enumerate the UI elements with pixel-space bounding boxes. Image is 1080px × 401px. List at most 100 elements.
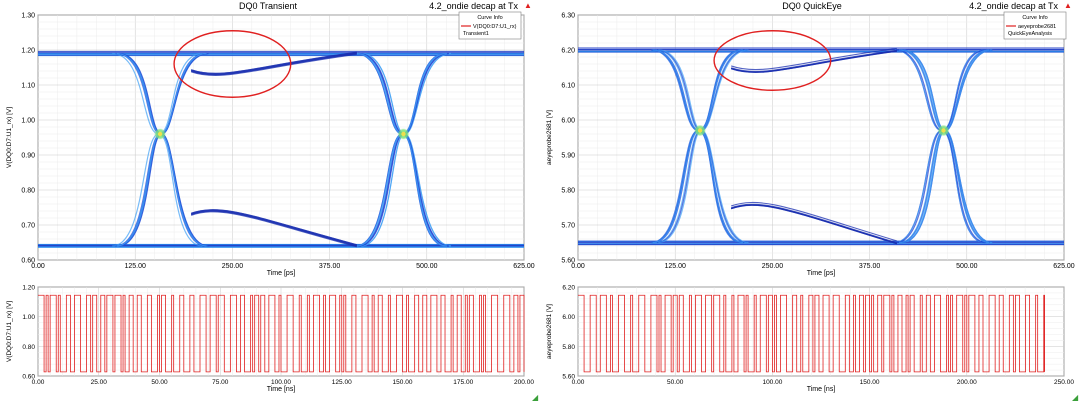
chart-title-quickeye: DQ0 QuickEye: [782, 1, 842, 11]
waveform-quickeye: 0.00 50.00 100.00 150.00 200.00 250.00 5.60 5.8…: [546, 285, 1074, 394]
x-tick-label: 250.00: [222, 263, 244, 270]
x-tick-label: 150.00: [860, 379, 880, 386]
x-tick-label: 25.00: [91, 379, 108, 386]
highlight-ellipse: [713, 30, 832, 91]
y-tick-label: 1.20: [21, 48, 35, 55]
x-axis-label: Time [ns]: [807, 386, 836, 393]
y-tick-label: 1.10: [21, 83, 35, 90]
x-tick-label: 200.00: [957, 379, 977, 386]
x-tick-label: 100.00: [271, 379, 291, 386]
x-axis-label: Time [ns]: [267, 386, 296, 393]
eye-crossing-core: [401, 131, 406, 137]
close-icon-quickeye[interactable]: ▲: [1064, 1, 1072, 10]
close-icon-transient[interactable]: ▲: [524, 1, 532, 10]
eye-diagram-transient: 0.00 125.00 250.00 375.00 500.00 625.00 0.60 0.…: [6, 13, 535, 278]
waveform-series: [38, 294, 525, 373]
eye-isi-lower: [731, 204, 897, 245]
x-tick-label: 625.00: [1053, 263, 1075, 270]
y-tick-label: 1.20: [22, 285, 35, 292]
resize-grip-icon[interactable]: ◢: [1072, 393, 1079, 401]
y-axis-label: V(DQ0:D7:U1_rx) [V]: [6, 301, 13, 362]
legend-quickeye[interactable]: Curve Info aeyeprobe2681 QuickEyeAnalysi…: [1003, 11, 1067, 40]
x-tick-label: 50.00: [151, 379, 168, 386]
eye-crossing-core: [697, 128, 703, 133]
y-tick-label: 5.80: [561, 188, 575, 195]
chart-title-transient: DQ0 Transient: [239, 1, 298, 11]
x-tick-label: 0.00: [572, 379, 585, 386]
waveform-transient: 0.00 25.00 50.00 75.00 100.00 125.00 150.00 175…: [6, 285, 534, 394]
x-axis-label: Time [ps]: [807, 270, 836, 277]
y-tick-label: 1.00: [21, 118, 35, 125]
x-tick-label: 375.00: [319, 263, 341, 270]
x-tick-label: 175.00: [453, 379, 473, 386]
y-axis-label: V(DQ0:D7:U1_rx) [V]: [6, 107, 13, 168]
y-tick-label: 6.00: [562, 314, 575, 321]
x-tick-label: 100.00: [762, 379, 782, 386]
x-tick-label: 625.00: [513, 263, 535, 270]
x-tick-label: 500.00: [416, 263, 438, 270]
x-tick-label: 50.00: [667, 379, 684, 386]
y-tick-label: 0.70: [21, 223, 35, 230]
x-tick-label: 125.00: [332, 379, 352, 386]
waveform-series: [578, 294, 1045, 373]
eye-isi-lower: [191, 210, 357, 247]
y-tick-label: 5.60: [561, 258, 575, 265]
y-tick-label: 0.60: [22, 374, 35, 381]
chart-subtitle-transient: 4.2_ondie decap at Tx: [429, 1, 518, 11]
y-tick-label: 0.90: [21, 153, 35, 160]
legend-header: Curve Info: [477, 15, 502, 21]
y-tick-label: 5.80: [562, 344, 575, 351]
y-tick-label: 5.70: [561, 223, 575, 230]
eye-traces: [578, 47, 1064, 246]
eye-crossing-core: [157, 131, 163, 137]
x-tick-label: 200.00: [514, 379, 534, 386]
eye-isi-lower: [731, 203, 897, 244]
y-tick-label: 5.60: [562, 374, 575, 381]
y-axis-label: aeyeprobe2681 [V]: [546, 304, 553, 359]
y-tick-label: 1.30: [21, 13, 35, 20]
legend-transient[interactable]: Curve Info V(DQ0:D7:U1_rx) Transient1: [458, 11, 522, 40]
x-tick-label: 500.00: [956, 263, 978, 270]
x-tick-label: 0.00: [32, 379, 45, 386]
x-tick-label: 375.00: [859, 263, 881, 270]
y-tick-label: 0.80: [22, 344, 35, 351]
legend-entry-signal: aeyeprobe2681: [1018, 24, 1056, 30]
y-tick-label: 6.00: [561, 118, 575, 125]
y-axis-label: aeyeprobe2681 [V]: [546, 110, 553, 165]
eye-diagram-quickeye: 0.00 125.00 250.00 375.00 500.00 625.00 5.60 5.…: [546, 13, 1075, 278]
x-tick-label: 125.00: [124, 263, 146, 270]
eye-isi-upper: [191, 52, 357, 75]
eye-isi-upper: [731, 50, 897, 73]
x-tick-label: 250.00: [1054, 379, 1074, 386]
y-tick-label: 6.30: [561, 13, 575, 20]
x-tick-label: 150.00: [393, 379, 413, 386]
legend-entry-analysis: Transient1: [463, 31, 489, 37]
y-tick-label: 6.10: [561, 83, 575, 90]
eye-isi-lower: [731, 201, 897, 242]
eye-crossing-core: [941, 128, 946, 133]
x-tick-label: 75.00: [212, 379, 229, 386]
eye-traces: [38, 50, 524, 249]
eye-isi-upper: [191, 53, 357, 76]
legend-entry-analysis: QuickEyeAnalysis: [1008, 31, 1052, 37]
x-tick-label: 125.00: [664, 263, 686, 270]
y-tick-label: 0.60: [21, 258, 35, 265]
legend-entry-signal: V(DQ0:D7:U1_rx): [473, 24, 517, 30]
x-tick-label: 0.00: [571, 263, 585, 270]
x-tick-label: 0.00: [31, 263, 45, 270]
eye-isi-lower: [191, 211, 357, 248]
highlight-ellipse: [173, 30, 292, 98]
y-tick-label: 6.20: [561, 48, 575, 55]
eye-isi-upper: [731, 47, 897, 71]
x-tick-label: 250.00: [762, 263, 784, 270]
legend-header: Curve Info: [1022, 15, 1047, 21]
x-axis-label: Time [ps]: [267, 270, 296, 277]
y-tick-label: 0.80: [21, 188, 35, 195]
y-tick-label: 5.90: [561, 153, 575, 160]
y-tick-label: 6.20: [562, 285, 575, 292]
y-tick-label: 1.00: [22, 314, 35, 321]
eye-isi-upper: [191, 51, 357, 74]
resize-grip-icon[interactable]: ◢: [532, 393, 539, 401]
chart-subtitle-quickeye: 4.2_ondie decap at Tx: [969, 1, 1058, 11]
